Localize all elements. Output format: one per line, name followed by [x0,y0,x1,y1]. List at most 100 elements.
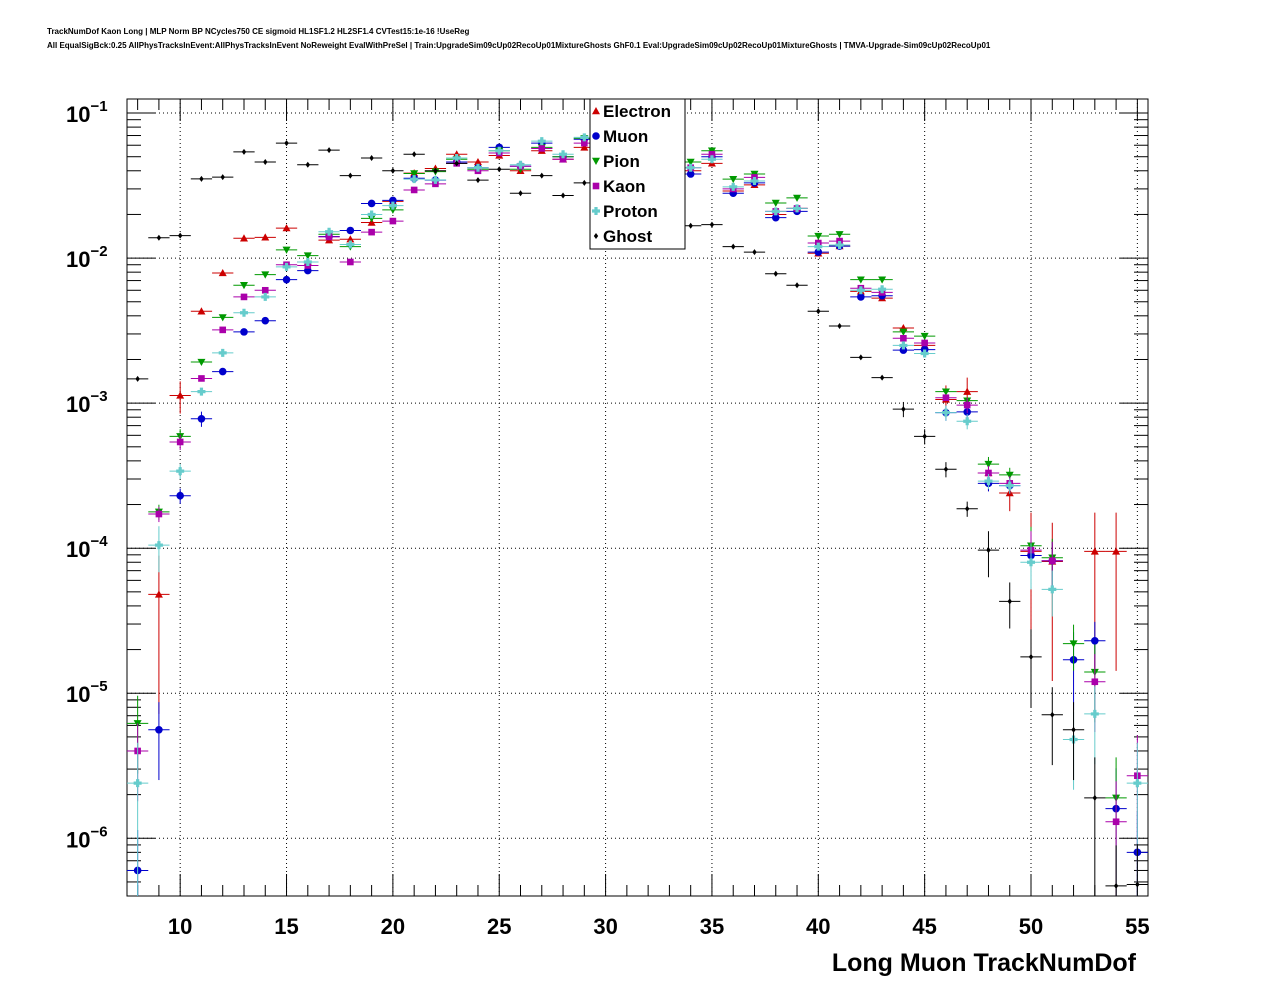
marker-pion [261,271,270,279]
marker-proton [686,163,695,172]
data-point [233,308,255,317]
data-point [148,555,170,714]
y-tick-label: 10−4 [66,533,108,562]
marker-proton [537,137,546,146]
data-point [552,150,574,159]
data-point [743,249,766,256]
marker-ghost [752,249,757,256]
data-point [169,463,191,480]
data-point [956,501,978,517]
data-point [148,526,170,573]
marker-electron [239,234,248,242]
x-tick-labels: 10 15 20 25 30 35 40 45 50 55 [168,914,1150,939]
marker-proton [793,204,802,213]
marker-proton [856,286,865,295]
data-point [212,326,234,334]
marker-muon [1091,636,1099,645]
marker-electron [346,235,355,243]
x-tick-label: 50 [1019,914,1043,939]
marker-proton [1048,585,1057,594]
data-point [190,375,213,382]
marker-proton [218,348,227,357]
marker-ghost [518,190,523,197]
marker-pion [729,175,738,184]
marker-proton [750,177,759,186]
marker-proton [899,341,908,350]
marker-pion [686,158,695,166]
legend-marker-kaon [592,182,600,190]
data-point [892,401,915,418]
marker-ghost [1050,711,1055,718]
marker-proton [814,242,823,251]
marker-electron [176,391,185,399]
data-point [446,160,468,167]
data-point [275,140,298,147]
data-point [254,292,276,301]
data-point [722,175,744,184]
marker-kaon [176,438,184,446]
data-point [1084,686,1106,765]
y-tick-label: 10−5 [66,678,108,707]
marker-proton [729,182,738,191]
marker-proton [154,541,163,550]
marker-ghost [539,172,544,179]
legend-entry-proton: Proton [603,202,658,221]
marker-proton [261,292,270,301]
marker-pion [388,206,397,214]
marker-ghost [986,547,991,554]
data-point [935,394,957,402]
data-point [765,270,787,277]
data-point [1105,512,1127,671]
marker-proton [282,262,291,271]
data-point [765,213,787,222]
marker-ghost [858,354,864,361]
data-point [1062,702,1085,781]
marker-electron [154,590,163,598]
marker-proton [303,257,312,266]
data-point [552,192,574,199]
chart-title-line-1: TrackNumDof Kaon Long | MLP Norm BP NCyc… [47,27,470,36]
data-point [786,204,808,213]
data-point [828,323,851,330]
marker-kaon [538,145,546,152]
data-point [850,293,872,301]
marker-kaon [325,233,333,241]
data-point [467,163,489,172]
data-point [786,282,808,289]
marker-kaon [155,510,163,518]
data-point [892,341,915,350]
data-point [169,488,191,504]
marker-kaon [985,469,992,477]
marker-pion [771,199,780,207]
data-point [488,166,510,173]
legend-box [589,98,686,250]
data-point [1084,757,1106,896]
marker-kaon [559,155,567,163]
marker-proton [516,160,525,169]
marker-pion [878,276,887,284]
marker-proton [1005,481,1014,490]
marker-electron [261,233,270,241]
marker-kaon [921,339,928,347]
data-point [190,358,213,367]
marker-ghost [177,232,183,239]
data-point [914,349,936,358]
data-point [977,531,1000,578]
data-point [339,258,361,266]
data-point [786,194,808,202]
marker-proton [835,241,844,250]
marker-ghost [688,222,693,229]
x-tick-label: 35 [700,914,724,939]
marker-ghost [731,243,736,250]
legend-marker-pion [592,157,600,165]
data-point [892,346,915,354]
marker-ghost [1007,598,1012,605]
data-point [212,348,234,357]
data-point [828,231,851,239]
y-tick-label: 10−3 [66,388,108,417]
data-point [446,153,468,162]
data-point [850,276,872,284]
marker-muon [282,275,291,284]
data-point [850,354,872,361]
data-point [233,148,255,155]
